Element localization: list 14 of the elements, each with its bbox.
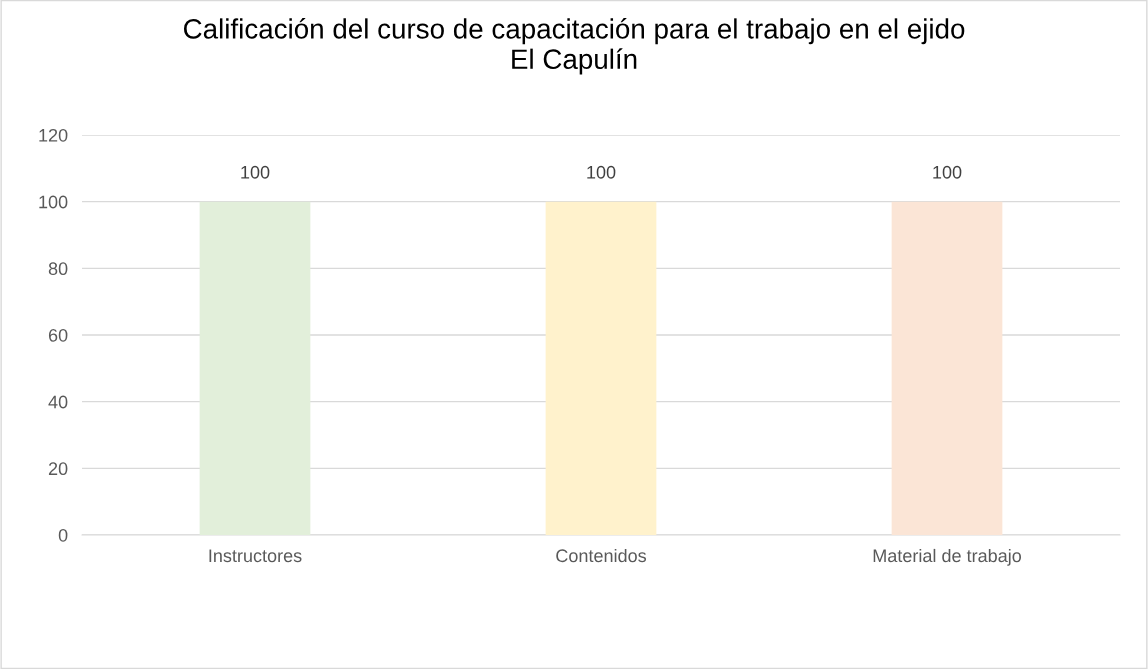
data-label: 100 xyxy=(933,165,962,179)
y-tick-label: 20 xyxy=(48,462,68,476)
data-label: 100 xyxy=(241,165,270,179)
x-tick-label: Material de trabajo xyxy=(873,548,1022,566)
y-tick-label: 80 xyxy=(48,262,68,276)
y-tick-label: 60 xyxy=(48,328,68,342)
y-tick-label: 40 xyxy=(48,395,68,409)
y-tick-label: 100 xyxy=(39,195,68,209)
x-tick-label: Contenidos xyxy=(556,548,647,563)
data-label: 100 xyxy=(587,165,616,179)
y-tick-label: 0 xyxy=(58,528,68,542)
y-tick-label: 120 xyxy=(39,128,68,142)
chart-title: Calificación del curso de capacitación para el trabajo en el ejido El Capulín xyxy=(184,18,965,75)
x-tick-label: Instructores xyxy=(209,549,302,563)
